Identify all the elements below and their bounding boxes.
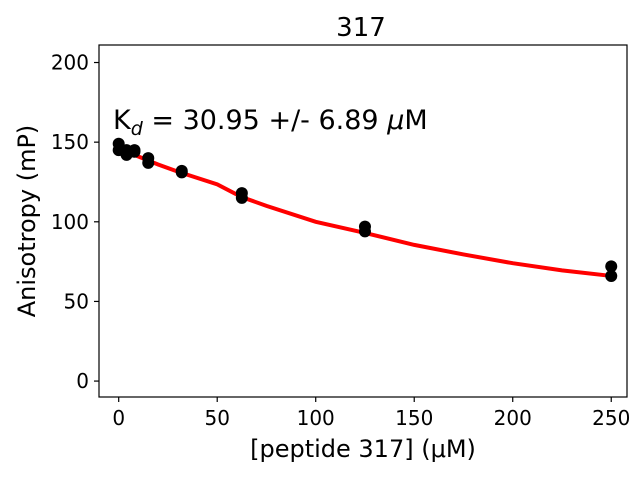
x-axis-label: [peptide 317] (μM) bbox=[250, 435, 476, 463]
x-tick-label: 100 bbox=[297, 406, 335, 430]
kd-annotation-subscript: d bbox=[131, 118, 144, 140]
plot-area bbox=[112, 137, 618, 282]
data-point bbox=[128, 145, 141, 158]
data-point bbox=[358, 225, 371, 238]
data-point bbox=[175, 166, 188, 179]
y-tick-label: 50 bbox=[64, 289, 89, 313]
kd-annotation-prefix: K bbox=[113, 105, 132, 136]
y-tick-label: 200 bbox=[51, 51, 89, 75]
kd-annotation-unit: M bbox=[404, 105, 427, 136]
kd-annotation: Kd = 30.95 +/- 6.89 μM bbox=[113, 105, 428, 140]
data-point bbox=[142, 156, 155, 169]
x-tick-label: 250 bbox=[592, 406, 630, 430]
chart-title: 317 bbox=[336, 13, 386, 43]
y-axis: 0 50 100 150 200 bbox=[51, 51, 99, 393]
x-tick-label: 50 bbox=[204, 406, 229, 430]
y-axis-label: Anisotropy (mP) bbox=[13, 125, 41, 318]
y-tick-label: 150 bbox=[51, 130, 89, 154]
y-tick-label: 100 bbox=[51, 210, 89, 234]
x-tick-label: 150 bbox=[395, 406, 433, 430]
data-point bbox=[605, 260, 618, 273]
kd-annotation-value: = 30.95 +/- 6.89 bbox=[143, 105, 387, 136]
kd-annotation-mu: μ bbox=[386, 105, 404, 136]
fit-curve bbox=[117, 146, 612, 278]
x-axis: 0 50 100 150 200 250 bbox=[112, 397, 630, 430]
data-point bbox=[235, 191, 248, 204]
plot-frame bbox=[98, 44, 628, 398]
x-tick-label: 200 bbox=[494, 406, 532, 430]
x-tick-label: 0 bbox=[112, 406, 125, 430]
data-point bbox=[605, 269, 618, 282]
y-tick-label: 0 bbox=[76, 369, 89, 393]
